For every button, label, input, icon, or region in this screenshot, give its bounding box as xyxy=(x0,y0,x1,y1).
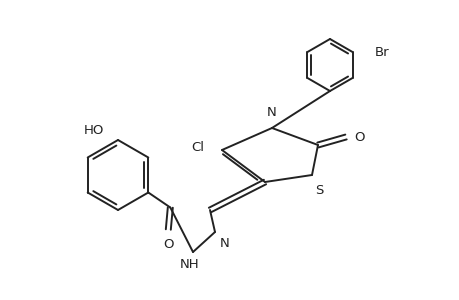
Text: NH: NH xyxy=(180,258,199,271)
Text: S: S xyxy=(314,184,323,197)
Text: N: N xyxy=(267,106,276,119)
Text: Cl: Cl xyxy=(190,140,203,154)
Text: HO: HO xyxy=(84,124,104,136)
Text: O: O xyxy=(162,238,173,250)
Text: Br: Br xyxy=(374,46,388,59)
Text: O: O xyxy=(353,130,364,143)
Text: N: N xyxy=(219,237,229,250)
